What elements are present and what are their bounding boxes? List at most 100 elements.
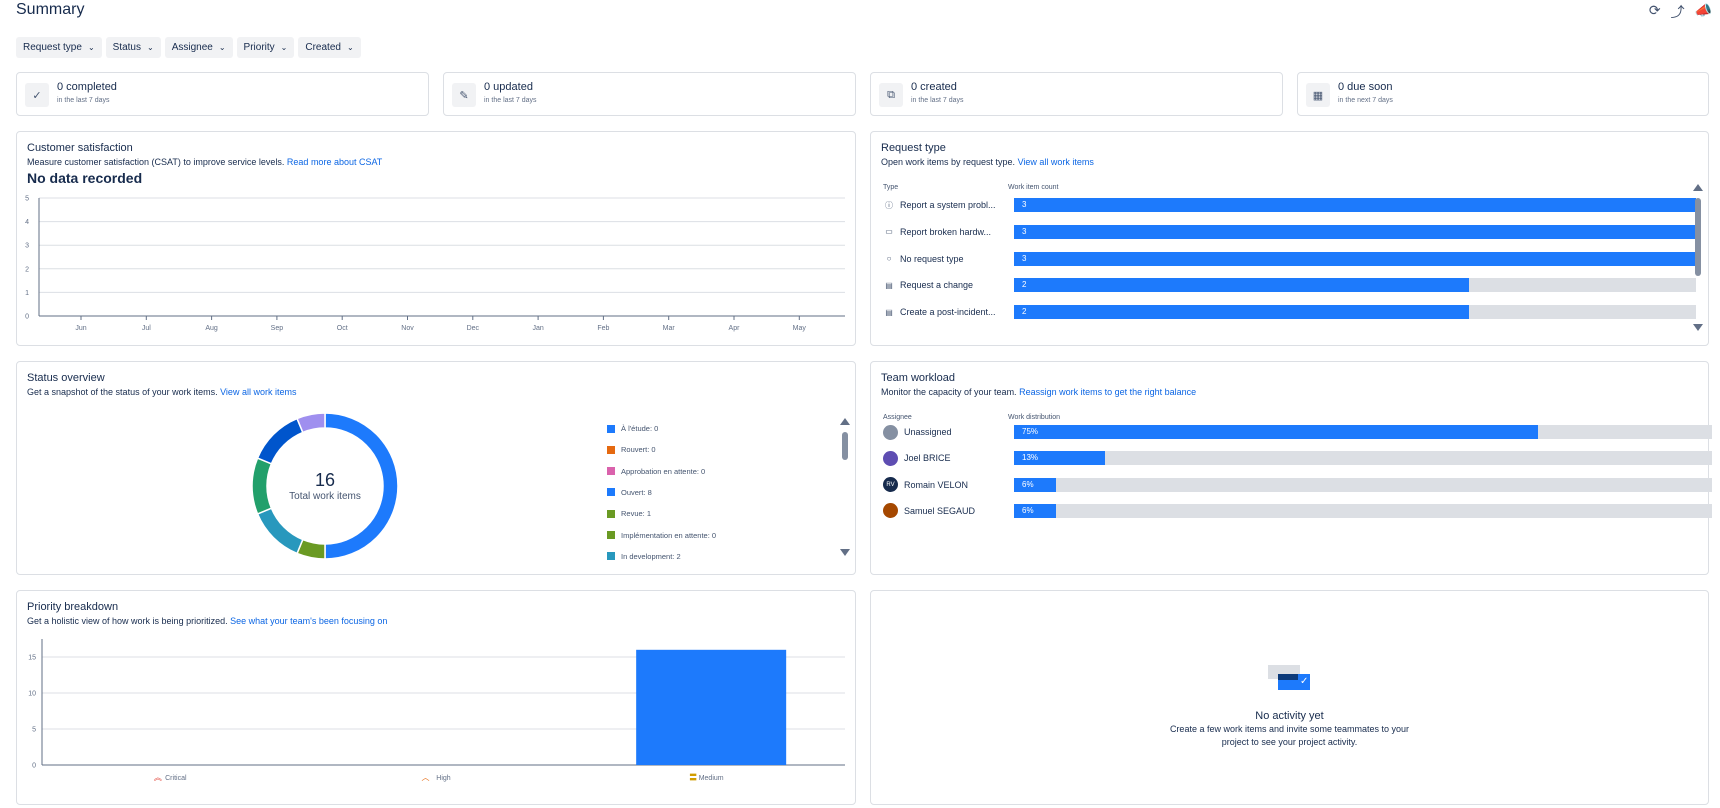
request-type-row[interactable]: ▤ Create a post-incident... 2	[883, 305, 1720, 320]
status-overview-panel: Status overview Get a snapshot of the st…	[16, 361, 856, 575]
x-tick-label: Dec	[467, 325, 480, 332]
legend-item[interactable]: À l'étude: 0	[607, 424, 658, 433]
priority-bar-chart: 0 5 10 15 ︽ Critical ︿ High 〓 Medium	[28, 639, 845, 782]
filter-created[interactable]: Created ⌄	[298, 37, 361, 58]
priority-icon: ︽	[154, 773, 162, 782]
assignee-name: Unassigned	[904, 427, 952, 437]
csat-title: Customer satisfaction	[27, 142, 133, 154]
scroll-down-icon[interactable]	[840, 549, 850, 556]
filter-assignee[interactable]: Assignee ⌄	[164, 37, 233, 58]
assignee-name: Romain VELON	[904, 479, 969, 490]
legend-item[interactable]: Approbation en attente: 0	[607, 467, 705, 476]
feedback-icon[interactable]: 📣	[1694, 2, 1712, 18]
count-bar: 3	[1014, 198, 1696, 212]
request-type-label: Report a system probl...	[900, 200, 996, 210]
y-tick-label: 4	[25, 219, 29, 226]
check-circle-icon: ✓	[25, 83, 49, 107]
x-tick-label: Jan	[532, 325, 543, 332]
workload-row[interactable]: Joel BRICE 13%	[883, 450, 1720, 466]
team-focus-link[interactable]: See what your team's been focusing on	[230, 616, 388, 626]
legend-item[interactable]: Ouvert: 8	[607, 488, 652, 497]
count-bar-track: 2	[1014, 278, 1696, 293]
priority-bar	[636, 649, 787, 765]
x-tick-label: Jul	[142, 325, 151, 332]
workload-bar-track: 13%	[1014, 451, 1712, 466]
donut-slice	[256, 417, 304, 465]
y-tick-label: 2	[25, 266, 29, 273]
y-tick-label: 3	[25, 243, 29, 250]
count-bar: 3	[1014, 251, 1696, 266]
assignee-name: Samuel SEGAUD	[904, 505, 976, 516]
donut-slice	[296, 412, 326, 434]
legend-item[interactable]: Rouvert: 0	[607, 445, 656, 454]
chevron-down-icon: ⌄	[147, 43, 154, 52]
refresh-icon[interactable]: ⟳	[1648, 2, 1661, 18]
legend-label: Rouvert: 0	[621, 445, 656, 455]
status-overview-subtitle: Get a snapshot of the status of your wor…	[27, 387, 297, 397]
count-bar-track: 2	[1014, 305, 1696, 320]
workload-bar-track: 6%	[1014, 477, 1712, 492]
legend-item[interactable]: Revue: 1	[607, 509, 651, 518]
chevron-down-icon: ⌄	[346, 43, 354, 52]
stat-card-updated: ✎ 0 updated in the last 7 days	[443, 72, 856, 116]
request-type-row[interactable]: ○ No request type 3	[883, 251, 1720, 266]
page-actions: ⟳ ⤴ 📣	[1649, 2, 1712, 22]
legend-label: Implémentation en attente: 0	[621, 530, 717, 540]
request-type-row[interactable]: ▭ Report broken hardw... 3	[883, 224, 1720, 239]
copy-icon: ⧉	[879, 83, 903, 107]
avatar	[883, 450, 898, 466]
stat-card-completed: ✓ 0 completed in the last 7 days	[16, 72, 429, 116]
share-icon[interactable]: ⤴	[1670, 4, 1685, 20]
scrollbar[interactable]	[842, 432, 848, 460]
x-tick-label: High	[436, 775, 451, 782]
activity-title: No activity yet	[1255, 710, 1324, 722]
avatar	[883, 424, 898, 440]
filter-bar: Request type ⌄ Status ⌄ Assignee ⌄ Priority…	[16, 37, 361, 58]
reassign-link[interactable]: Reassign work items to get the right bal…	[1019, 387, 1197, 397]
legend-label: Approbation en attente: 0	[621, 466, 706, 476]
col-assignee-header: Assignee	[883, 414, 912, 421]
legend-swatch	[607, 552, 615, 561]
chevron-down-icon: ⌄	[218, 43, 226, 52]
filter-status[interactable]: Status ⌄	[105, 37, 161, 58]
chevron-down-icon: ⌄	[280, 43, 288, 52]
request-type-label: Report broken hardw...	[900, 226, 992, 237]
chevron-down-icon: ⌄	[87, 43, 95, 52]
request-type-row[interactable]: ⓘ Report a system probl... 3	[883, 198, 1720, 212]
workload-row[interactable]: RV Romain VELON 6%	[883, 477, 1720, 493]
request-type-label: Create a post-incident...	[900, 307, 996, 318]
page-title: Summary	[16, 1, 85, 18]
calendar-icon: ▦	[1306, 83, 1330, 107]
scrollbar[interactable]	[1695, 198, 1701, 276]
legend-item[interactable]: In development: 2	[607, 552, 681, 561]
csat-read-more-link[interactable]: Read more about CSAT	[286, 157, 383, 167]
workload-bar-track: 6%	[1014, 503, 1712, 518]
team-workload-panel: Team workload Monitor the capacity of yo…	[870, 361, 1712, 575]
team-workload-title: Team workload	[881, 372, 955, 384]
col-type-header: Type	[883, 184, 899, 191]
request-type-row[interactable]: ▤ Request a change 2	[883, 278, 1720, 293]
x-tick-label: Mar	[663, 325, 676, 332]
view-all-work-items-link[interactable]: View all work items	[220, 387, 297, 397]
x-tick-label: Apr	[729, 325, 741, 332]
activity-illustration-icon: ✓	[1268, 665, 1310, 695]
filter-request-type[interactable]: Request type ⌄	[16, 37, 102, 58]
x-tick-label: Medium	[699, 775, 724, 782]
view-all-work-items-link[interactable]: View all work items	[1017, 157, 1094, 167]
team-workload-subtitle: Monitor the capacity of your team. Reass…	[881, 387, 1197, 397]
document-icon: ▤	[885, 307, 893, 317]
stat-card-created: ⧉ 0 created in the last 7 days	[870, 72, 1283, 116]
x-tick-label: Sep	[271, 325, 284, 332]
workload-row[interactable]: Samuel SEGAUD 6%	[883, 503, 1720, 519]
legend-label: À l'étude: 0	[621, 424, 659, 433]
circle-icon: ○	[886, 254, 892, 264]
col-count-header: Work item count	[1008, 184, 1059, 191]
workload-row[interactable]: Unassigned 75%	[883, 424, 1720, 440]
request-type-panel: Request type Open work items by request …	[870, 131, 1709, 346]
legend-swatch	[607, 509, 615, 518]
scroll-up-icon[interactable]	[1693, 184, 1703, 191]
scroll-up-icon[interactable]	[840, 418, 850, 425]
filter-priority[interactable]: Priority ⌄	[236, 37, 295, 58]
scroll-down-icon[interactable]	[1693, 324, 1703, 331]
legend-item[interactable]: Implémentation en attente: 0	[607, 531, 716, 540]
